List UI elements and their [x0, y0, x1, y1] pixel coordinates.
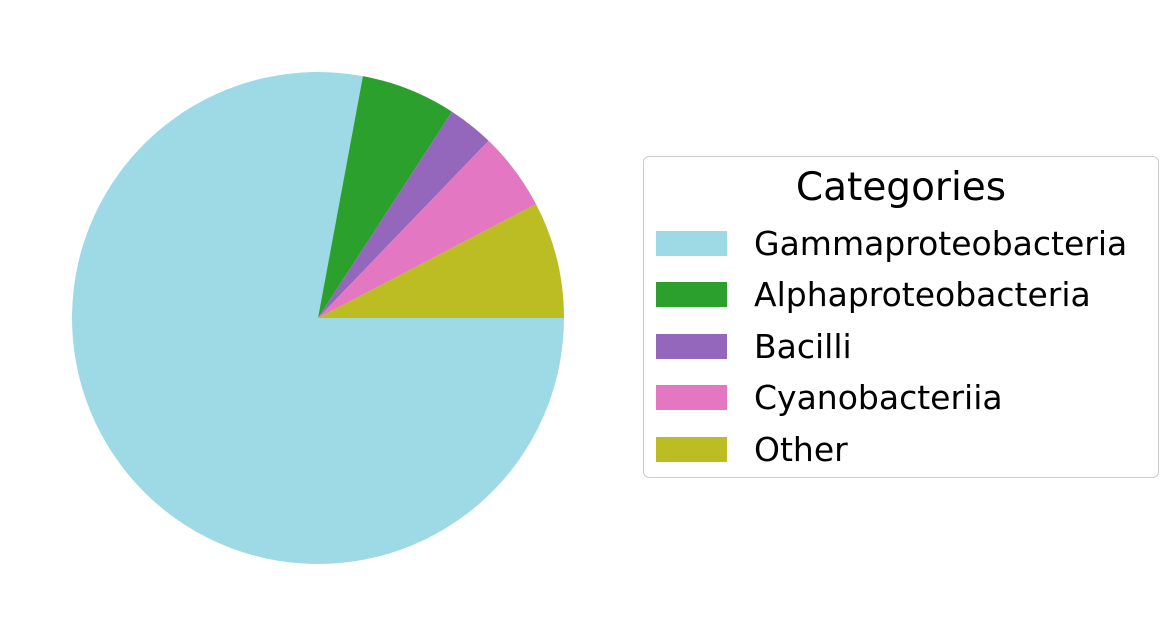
- legend-item-bacilli: Bacilli: [656, 326, 852, 366]
- pie-slice-other: [318, 204, 564, 318]
- legend-swatch: [656, 230, 727, 256]
- legend-label: Bacilli: [754, 326, 852, 366]
- legend-item-gammaproteobacteria: Gammaproteobacteria: [656, 223, 1127, 263]
- legend-item-other: Other: [656, 429, 848, 469]
- pie-slice-bacilli: [318, 111, 489, 319]
- legend-label: Gammaproteobacteria: [754, 223, 1128, 263]
- legend-item-alphaproteobacteria: Alphaproteobacteria: [656, 275, 1091, 315]
- legend: Categories Gammaproteobacteria Alphaprote…: [643, 156, 1159, 478]
- legend-swatch: [656, 333, 727, 359]
- legend-swatch: [656, 282, 727, 307]
- legend-item-cyanobacteriia: Cyanobacteriia: [656, 378, 1003, 418]
- legend-swatch: [656, 436, 727, 462]
- legend-label: Cyanobacteriia: [754, 378, 1003, 417]
- legend-label: Alphaproteobacteria: [754, 275, 1091, 314]
- legend-label: Other: [754, 429, 848, 469]
- legend-swatch: [656, 385, 727, 410]
- pie-chart: [72, 71, 564, 564]
- pie-slice-alphaproteobacteria: [318, 76, 453, 318]
- legend-title: Categories: [795, 165, 1007, 210]
- pie-slice-cyanobacteriia: [318, 140, 537, 318]
